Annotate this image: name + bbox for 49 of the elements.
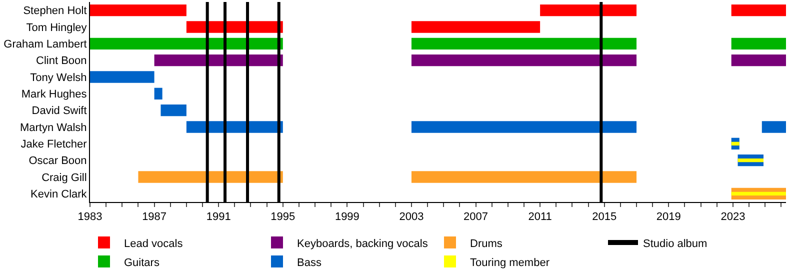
x-tick-label: 2011 (528, 211, 552, 224)
bar (411, 38, 637, 50)
y-tick-label: Martyn Walsh (20, 122, 87, 134)
bar (411, 121, 637, 133)
x-tick-label: 1983 (78, 211, 102, 224)
x-tick-label: 1987 (142, 211, 167, 224)
y-tick-label: Graham Lambert (4, 38, 87, 51)
y-tick-label: Clint Boon (36, 55, 87, 68)
x-tick-label: 1995 (270, 211, 296, 224)
bar (738, 158, 764, 162)
bar (762, 121, 786, 133)
bar (731, 192, 786, 196)
bar (731, 38, 786, 50)
legend-label: Drums (470, 238, 503, 250)
bar (154, 88, 162, 100)
bar (731, 54, 786, 66)
x-tick-label: 2019 (656, 211, 681, 224)
y-tick-label: Tony Welsh (30, 72, 87, 84)
legend-label: Bass (297, 256, 322, 269)
x-tick-label: 2003 (399, 211, 424, 224)
bar (731, 142, 740, 146)
x-tick-label: 1991 (206, 211, 231, 224)
y-tick-label: Oscar Boon (28, 155, 87, 168)
bar (411, 54, 637, 66)
bar (411, 171, 637, 183)
y-tick-label: Kevin Clark (30, 188, 88, 201)
bar (731, 4, 786, 16)
y-tick-label: Tom Hingley (26, 22, 88, 34)
bar (90, 4, 186, 16)
y-tick-label: Craig Gill (42, 172, 87, 184)
legend-label: Keyboards, backing vocals (297, 238, 428, 250)
x-tick-label: 2023 (720, 211, 746, 224)
bar (90, 38, 283, 50)
x-tick-label: 2015 (592, 211, 617, 224)
bar (160, 104, 186, 116)
y-tick-label: Jake Fletcher (20, 138, 88, 151)
y-tick-label: Stephen Holt (23, 5, 87, 18)
bar (411, 21, 540, 33)
x-tick-label: 2007 (464, 211, 488, 224)
y-tick-label: David Swift (32, 105, 87, 118)
bar (138, 171, 283, 183)
legend-label: Lead vocals (124, 238, 184, 250)
legend-label: Guitars (124, 256, 160, 269)
bar (90, 71, 154, 83)
bar (540, 4, 637, 16)
x-tick-label: 1999 (334, 211, 360, 224)
legend-label: Touring member (470, 256, 550, 269)
legend-label: Studio album (643, 238, 708, 250)
y-tick-label: Mark Hughes (21, 88, 88, 101)
